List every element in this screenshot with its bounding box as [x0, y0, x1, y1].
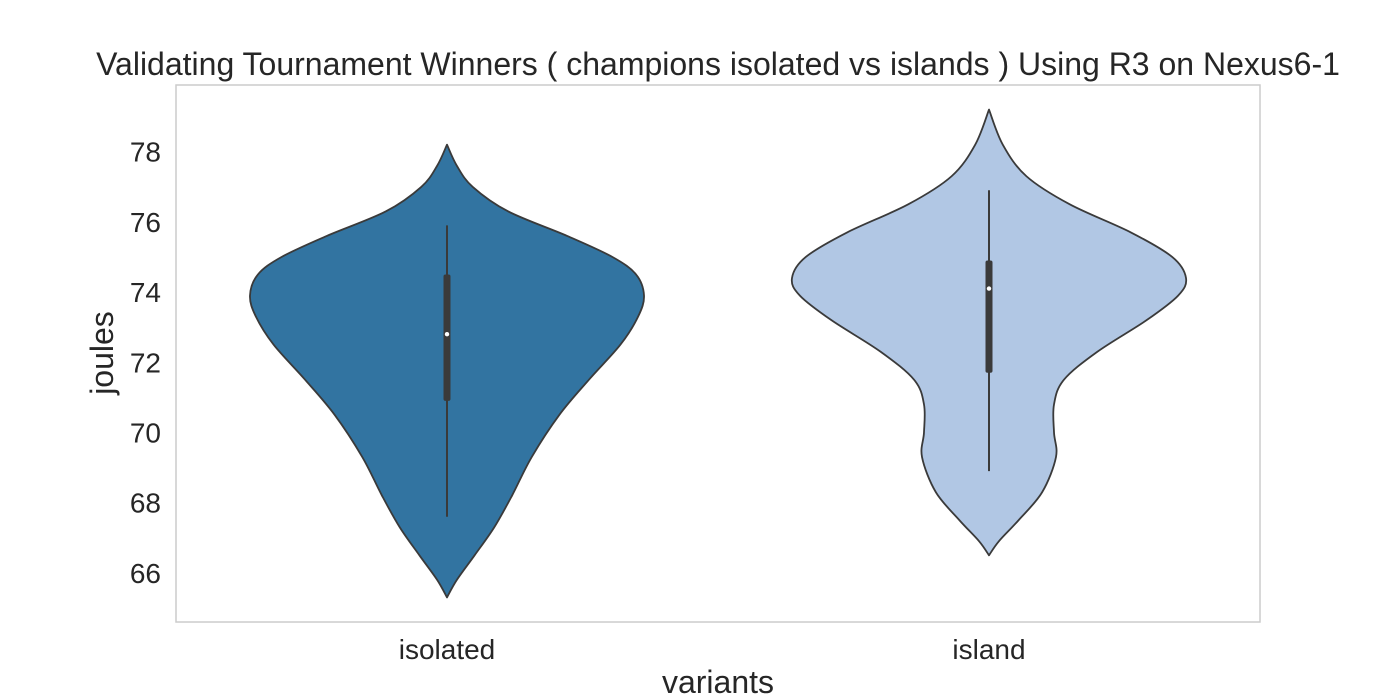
iqr-box: [985, 260, 993, 373]
y-tick-label: 76: [130, 207, 161, 238]
x-axis-label: variants: [662, 664, 774, 700]
x-tick-labels: isolated island: [399, 634, 1026, 665]
y-tick-label: 68: [130, 488, 161, 519]
violins-layer: [249, 108, 1188, 599]
y-tick-label: 66: [130, 558, 161, 589]
y-axis-label: joules: [84, 311, 120, 396]
median-marker: [986, 286, 992, 291]
median-marker: [444, 331, 450, 337]
chart-title: Validating Tournament Winners ( champion…: [96, 46, 1340, 82]
plot-frame: [175, 84, 1261, 623]
x-tick-label: isolated: [399, 634, 496, 665]
violin-isolated: [249, 143, 645, 599]
y-tick-label: 70: [130, 417, 161, 448]
violin-island: [790, 108, 1188, 557]
y-tick-label: 72: [130, 347, 161, 378]
y-tick-label: 78: [130, 137, 161, 168]
y-tick-label: 74: [130, 277, 161, 308]
iqr-box: [443, 274, 451, 401]
y-tick-labels: 66 68 70 72 74 76 78: [130, 137, 161, 589]
x-tick-label: island: [952, 634, 1025, 665]
